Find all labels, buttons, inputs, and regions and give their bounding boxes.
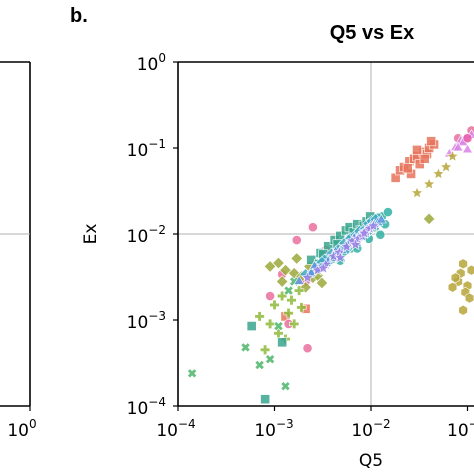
panel-letter: b. xyxy=(70,5,88,27)
y-axis-label: Ex xyxy=(81,224,101,245)
scatter-point xyxy=(464,292,474,304)
scatter-point xyxy=(293,275,305,285)
scatter-point xyxy=(402,163,413,174)
x-tick-label: 10−2 xyxy=(351,417,390,441)
x-axis-ticks: 10−4 10−3 10−2 10−1 xyxy=(156,406,474,441)
y-tick-label: 10−1 xyxy=(127,137,166,161)
scatter-point xyxy=(265,354,276,365)
y-tick-label: 10−4 xyxy=(127,395,166,419)
scatter-point xyxy=(280,381,291,392)
scatter-point xyxy=(277,337,288,348)
left-panel: 100 xyxy=(0,61,37,441)
scatter-point xyxy=(357,226,371,239)
x-tick-label: 10−3 xyxy=(254,417,293,441)
scatter-point xyxy=(439,160,453,173)
scatter-point xyxy=(290,252,303,265)
scatter-point xyxy=(432,167,445,180)
chart-title: Q5 vs Ex xyxy=(330,22,415,44)
scatter-point xyxy=(269,299,280,311)
scatter-point xyxy=(273,321,284,332)
scatter-point xyxy=(458,304,468,316)
left-panel-x-tick-label: 100 xyxy=(7,417,36,441)
scatter-point xyxy=(315,276,329,290)
scatter-point xyxy=(450,272,461,284)
scatter-point xyxy=(414,159,425,169)
scatter-point xyxy=(410,186,424,199)
scatter-point xyxy=(426,136,437,147)
y-axis-ticks: 100 10−1 10−2 10−3 10−4 xyxy=(127,51,178,419)
scatter-point xyxy=(452,141,464,152)
scatter-point xyxy=(296,302,307,313)
scatter-point xyxy=(461,143,474,154)
scatter-point xyxy=(333,250,347,264)
scatter-point xyxy=(291,235,302,245)
scatter-point xyxy=(301,271,314,284)
scatter-point xyxy=(447,281,458,293)
scatter-point xyxy=(458,258,468,270)
scatter-point xyxy=(293,285,305,296)
scatter-point xyxy=(375,229,386,240)
scatter-point xyxy=(264,318,276,330)
scatter-point xyxy=(254,311,265,322)
scatter-point xyxy=(375,213,387,224)
scatter-point xyxy=(302,343,313,354)
scatter-point xyxy=(259,344,271,355)
scatter-point xyxy=(289,318,300,330)
scatter-point xyxy=(419,153,430,164)
scatter-point xyxy=(367,219,380,232)
scatter-point xyxy=(283,308,294,319)
x-axis-label: Q5 xyxy=(359,451,383,471)
y-tick-label: 10−2 xyxy=(127,223,166,247)
x-tick-label: 10−4 xyxy=(156,417,195,441)
scatter-markers xyxy=(187,125,474,405)
right-panel: b. Q5 vs Ex 10−4 10−3 10−2 10−1 1 xyxy=(70,5,474,471)
scatter-point xyxy=(308,222,318,233)
y-tick-label: 100 xyxy=(137,51,166,75)
scatter-point xyxy=(276,290,288,302)
scatter-point xyxy=(466,264,474,276)
scatter-point xyxy=(383,207,393,217)
scatter-point xyxy=(316,261,330,274)
scatter-point xyxy=(422,177,436,190)
scatter-point xyxy=(462,133,473,144)
scatter-point xyxy=(265,291,275,301)
scatter-point xyxy=(349,238,362,251)
scatter-point xyxy=(240,342,251,353)
scatter-point xyxy=(246,321,257,331)
scatter-point xyxy=(260,394,271,405)
y-tick-label: 10−3 xyxy=(127,309,166,333)
x-tick-label: 10−1 xyxy=(447,417,474,441)
scatter-point xyxy=(272,256,285,270)
scatter-point xyxy=(275,275,289,288)
scatter-point xyxy=(286,295,297,306)
scatter-point xyxy=(412,145,422,155)
scatter-point xyxy=(254,359,265,371)
scatter-point xyxy=(446,149,459,162)
scatter-point xyxy=(187,368,198,379)
scatter-point xyxy=(422,212,436,226)
scatter-point xyxy=(283,285,294,296)
